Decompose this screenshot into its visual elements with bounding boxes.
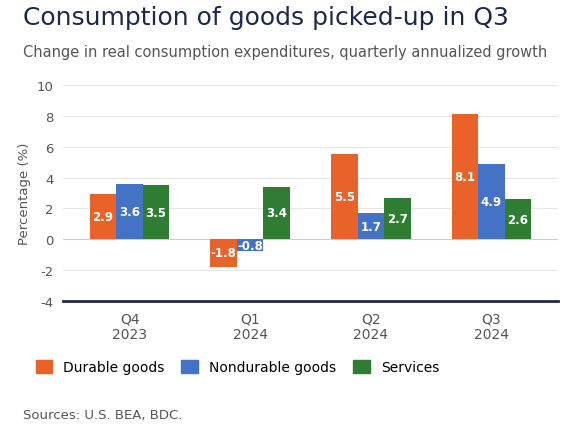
Text: Change in real consumption expenditures, quarterly annualized growth: Change in real consumption expenditures,… [23, 45, 547, 60]
Text: -1.8: -1.8 [210, 247, 236, 260]
Text: 1.7: 1.7 [361, 220, 381, 233]
Bar [451, 115, 478, 240]
Bar [358, 213, 384, 240]
Text: 4.9: 4.9 [481, 196, 502, 209]
Text: 2.6: 2.6 [508, 213, 528, 226]
Bar [143, 186, 170, 240]
Text: 5.5: 5.5 [334, 191, 355, 204]
Text: Sources: U.S. BEA, BDC.: Sources: U.S. BEA, BDC. [23, 408, 182, 421]
Legend: Durable goods, Nondurable goods, Services: Durable goods, Nondurable goods, Service… [30, 355, 444, 380]
Bar [478, 164, 505, 240]
Text: 8.1: 8.1 [454, 171, 476, 184]
Bar [263, 187, 290, 240]
Bar [505, 200, 531, 240]
Bar [331, 155, 358, 240]
Text: Consumption of goods picked-up in Q3: Consumption of goods picked-up in Q3 [23, 6, 509, 31]
Y-axis label: Percentage (%): Percentage (%) [18, 142, 31, 245]
Text: 3.4: 3.4 [266, 207, 288, 220]
Bar [384, 198, 411, 240]
Text: 3.6: 3.6 [119, 206, 140, 218]
Text: 3.5: 3.5 [145, 206, 167, 219]
Bar [210, 240, 237, 267]
Bar [116, 184, 143, 240]
Bar [90, 195, 116, 240]
Text: 2.9: 2.9 [93, 211, 113, 224]
Text: -0.8: -0.8 [237, 239, 263, 252]
Text: 2.7: 2.7 [387, 212, 408, 225]
Bar [237, 240, 263, 252]
